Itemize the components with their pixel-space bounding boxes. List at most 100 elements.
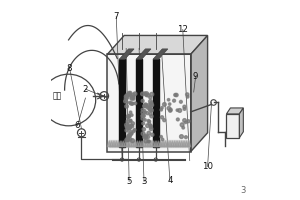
- Circle shape: [129, 111, 132, 114]
- Circle shape: [130, 125, 134, 128]
- Circle shape: [186, 95, 189, 98]
- Circle shape: [130, 96, 134, 99]
- Circle shape: [149, 125, 152, 127]
- Circle shape: [131, 122, 134, 125]
- Circle shape: [141, 114, 144, 117]
- Polygon shape: [168, 141, 172, 147]
- Circle shape: [141, 92, 144, 96]
- Text: 4: 4: [167, 176, 172, 185]
- Circle shape: [128, 126, 130, 129]
- Circle shape: [127, 92, 131, 95]
- Polygon shape: [117, 141, 121, 147]
- Circle shape: [149, 96, 152, 99]
- Circle shape: [148, 100, 152, 103]
- Circle shape: [178, 109, 181, 112]
- Circle shape: [161, 107, 163, 109]
- Circle shape: [126, 136, 129, 139]
- Circle shape: [143, 135, 147, 139]
- Circle shape: [147, 119, 150, 122]
- Circle shape: [145, 94, 148, 96]
- Circle shape: [128, 93, 131, 96]
- Polygon shape: [161, 141, 165, 147]
- Circle shape: [146, 111, 149, 115]
- Circle shape: [133, 130, 135, 133]
- Text: 6: 6: [75, 121, 80, 130]
- Circle shape: [141, 117, 144, 120]
- Circle shape: [129, 131, 133, 134]
- Circle shape: [124, 99, 127, 103]
- Circle shape: [149, 124, 152, 127]
- Circle shape: [149, 113, 152, 116]
- Circle shape: [130, 139, 134, 143]
- Circle shape: [129, 101, 131, 104]
- Polygon shape: [177, 141, 182, 147]
- Circle shape: [144, 135, 148, 139]
- Polygon shape: [124, 141, 128, 147]
- Polygon shape: [121, 141, 125, 147]
- Polygon shape: [119, 141, 123, 147]
- Circle shape: [149, 109, 153, 112]
- Circle shape: [184, 121, 187, 124]
- Circle shape: [147, 140, 150, 143]
- Circle shape: [148, 108, 151, 110]
- Circle shape: [127, 116, 129, 118]
- Circle shape: [143, 105, 146, 108]
- Circle shape: [150, 115, 153, 118]
- Circle shape: [127, 138, 130, 142]
- Circle shape: [133, 92, 137, 96]
- Circle shape: [148, 140, 150, 143]
- Circle shape: [128, 126, 131, 130]
- Circle shape: [129, 120, 132, 122]
- Polygon shape: [145, 141, 149, 147]
- Polygon shape: [153, 49, 168, 59]
- Bar: [226, 114, 239, 138]
- Text: 3: 3: [240, 186, 245, 195]
- Circle shape: [149, 101, 153, 105]
- Circle shape: [174, 93, 177, 96]
- Circle shape: [183, 119, 186, 122]
- Polygon shape: [131, 141, 135, 147]
- Circle shape: [149, 107, 152, 111]
- Polygon shape: [154, 141, 158, 147]
- Circle shape: [182, 126, 184, 129]
- Circle shape: [187, 120, 190, 123]
- Text: 进水: 进水: [53, 92, 62, 101]
- Circle shape: [146, 124, 149, 127]
- Circle shape: [141, 108, 144, 111]
- Circle shape: [146, 106, 149, 109]
- Circle shape: [125, 126, 128, 129]
- Circle shape: [125, 101, 128, 103]
- Circle shape: [144, 104, 148, 108]
- Circle shape: [167, 107, 171, 110]
- Circle shape: [131, 93, 135, 97]
- Circle shape: [172, 99, 176, 102]
- Polygon shape: [166, 141, 170, 147]
- Circle shape: [186, 93, 189, 96]
- Text: 12: 12: [177, 25, 188, 34]
- Circle shape: [131, 103, 134, 105]
- Polygon shape: [149, 141, 153, 147]
- Text: 3: 3: [141, 177, 147, 186]
- Text: 2: 2: [83, 85, 88, 94]
- Circle shape: [125, 129, 128, 132]
- Circle shape: [128, 134, 131, 137]
- Bar: [119, 59, 125, 147]
- Circle shape: [129, 91, 132, 94]
- Polygon shape: [119, 49, 134, 59]
- Polygon shape: [126, 141, 130, 147]
- Circle shape: [132, 96, 135, 99]
- Text: 10: 10: [202, 162, 213, 171]
- Circle shape: [146, 93, 150, 97]
- Circle shape: [143, 104, 145, 107]
- Circle shape: [148, 122, 151, 125]
- Circle shape: [180, 123, 184, 127]
- Circle shape: [150, 109, 153, 112]
- Circle shape: [144, 139, 148, 143]
- Polygon shape: [191, 35, 208, 152]
- Polygon shape: [107, 141, 111, 147]
- Circle shape: [150, 92, 154, 96]
- Circle shape: [144, 119, 146, 121]
- Circle shape: [151, 133, 154, 136]
- Polygon shape: [184, 141, 188, 147]
- Text: 5: 5: [126, 177, 132, 186]
